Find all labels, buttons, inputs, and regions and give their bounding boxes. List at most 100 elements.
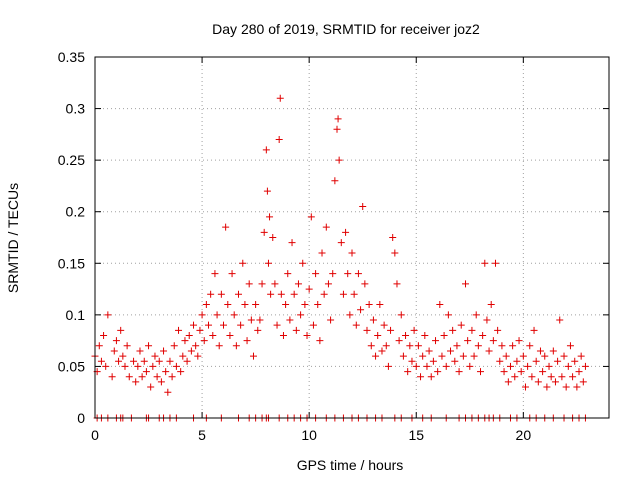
data-point: [121, 362, 129, 370]
data-point: [168, 373, 176, 381]
data-point: [369, 316, 377, 324]
data-point: [384, 362, 392, 370]
data-point: [207, 290, 215, 298]
data-point: [284, 270, 292, 278]
data-point: [187, 347, 195, 355]
data-point: [339, 290, 347, 298]
data-point: [566, 342, 574, 350]
plot-frame: [94, 56, 610, 419]
data-point: [374, 331, 382, 339]
data-point: [509, 342, 517, 350]
data-point: [481, 259, 489, 267]
data-point: [234, 290, 242, 298]
x-axis-label: GPS time / hours: [297, 457, 404, 473]
data-point: [145, 342, 153, 350]
data-point: [329, 270, 337, 278]
data-point: [494, 326, 502, 334]
data-point: [170, 342, 178, 350]
data-point: [511, 373, 519, 381]
data-point: [470, 352, 478, 360]
data-point: [305, 285, 313, 293]
data-point: [115, 357, 123, 365]
y-tick-label: 0.1: [66, 307, 86, 323]
data-point: [320, 290, 328, 298]
data-point: [346, 311, 354, 319]
data-point: [545, 362, 553, 370]
data-point: [166, 357, 174, 365]
data-point: [560, 352, 568, 360]
data-point: [97, 357, 105, 365]
data-point: [577, 352, 585, 360]
data-point: [252, 301, 260, 309]
data-point: [245, 280, 253, 288]
data-point: [104, 311, 112, 319]
data-point: [551, 378, 559, 386]
x-tick-label: 5: [198, 427, 206, 443]
data-point: [337, 239, 345, 247]
data-point: [536, 347, 544, 355]
data-point: [155, 357, 163, 365]
data-point: [125, 373, 133, 381]
data-point: [472, 311, 480, 319]
data-point: [275, 136, 283, 144]
data-point: [215, 342, 223, 350]
data-point: [213, 311, 221, 319]
data-point: [327, 316, 335, 324]
data-point: [457, 321, 465, 329]
data-point: [260, 228, 268, 236]
data-point: [140, 357, 148, 365]
data-point: [498, 342, 506, 350]
data-point: [299, 259, 307, 267]
data-point: [363, 326, 371, 334]
data-point: [292, 326, 300, 334]
data-point: [519, 352, 527, 360]
data-point: [412, 362, 420, 370]
data-point: [267, 290, 275, 298]
x-tick-label: 20: [516, 427, 532, 443]
gridlines: [95, 57, 609, 418]
data-point: [541, 352, 549, 360]
data-point: [153, 373, 161, 381]
data-point: [485, 347, 493, 355]
data-point: [434, 368, 442, 376]
data-point: [389, 234, 397, 241]
data-point: [335, 156, 343, 164]
data-point: [513, 357, 521, 365]
data-point: [365, 301, 373, 309]
data-point: [290, 290, 298, 298]
data-point: [393, 280, 401, 288]
data-point: [455, 368, 463, 376]
y-tick-label: 0.15: [58, 255, 85, 271]
data-point: [314, 301, 322, 309]
data-point: [185, 331, 193, 339]
data-point: [342, 228, 350, 236]
data-point: [378, 347, 386, 355]
data-point: [427, 373, 435, 381]
data-point: [397, 311, 405, 319]
data-point: [263, 187, 271, 195]
data-point: [432, 337, 440, 345]
y-axis-label: SRMTID / TECUs: [5, 183, 21, 293]
data-point: [286, 316, 294, 324]
data-point: [279, 331, 287, 339]
data-point: [402, 331, 410, 339]
data-point: [352, 321, 360, 329]
data-point: [348, 249, 356, 257]
data-point: [466, 362, 474, 370]
y-axis: 0 0.05 0.1 0.15 0.2 0.25 0.3 0.35: [58, 49, 609, 426]
data-point: [334, 115, 342, 123]
data-point: [354, 270, 362, 278]
data-point: [395, 337, 403, 345]
data-point: [196, 326, 204, 334]
data-point: [241, 301, 249, 309]
data-point: [331, 177, 339, 185]
data-point: [230, 311, 238, 319]
data-point: [564, 362, 572, 370]
data-point: [502, 352, 510, 360]
data-point: [247, 316, 255, 324]
data-point: [391, 249, 399, 257]
data-point: [361, 280, 369, 288]
data-point: [376, 301, 384, 309]
data-point: [269, 234, 277, 241]
data-point: [504, 378, 512, 386]
